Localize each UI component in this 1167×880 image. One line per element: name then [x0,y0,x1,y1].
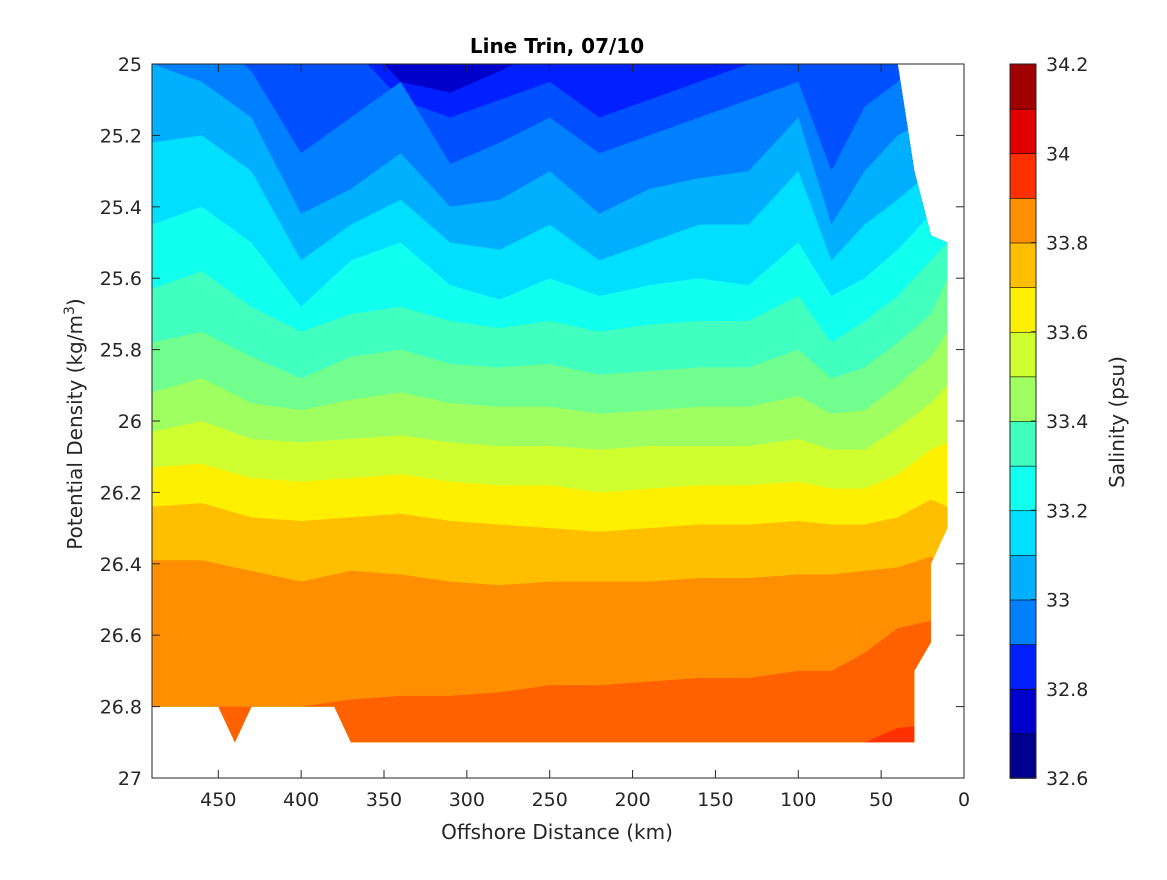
y-tick-label: 25 [118,54,142,76]
x-tick-label: 100 [780,789,816,811]
colorbar-tick-label: 33.6 [1046,322,1088,344]
colorbar-segment [1009,286,1037,333]
colorbar-tick-label: 33 [1046,590,1070,612]
colorbar-segment [1009,733,1037,779]
colorbar-segment [1009,108,1037,155]
x-axis-label: Offshore Distance (km) [441,820,673,844]
colorbar-segment [1009,242,1037,288]
colorbar-segment [1009,599,1037,645]
x-tick-label: 400 [283,789,319,811]
contour-band-34 [152,620,948,743]
colorbar-tick-label: 33.4 [1046,411,1088,433]
colorbar-segment [1009,376,1037,422]
colorbar-tick-label: 32.6 [1046,768,1088,790]
colorbar-segment [1009,197,1037,244]
colorbar-segment [1009,465,1037,512]
y-tick-label: 26.4 [100,554,142,576]
y-tick-label: 25.6 [100,268,142,290]
y-tick-label: 26 [118,411,142,433]
y-axis-label: Potential Density (kg/m3) [62,298,87,549]
y-tick-label: 25.2 [100,125,142,147]
x-tick-label: 450 [200,789,236,811]
y-tick-label: 25.4 [100,197,142,219]
x-tick-label: 250 [532,789,568,811]
colorbar-segment [1009,643,1037,690]
chart-title: Line Trin, 07/10 [470,34,644,58]
x-tick-label: 350 [366,789,402,811]
y-axis-label-suffix: ) [63,298,87,306]
colorbar-segment [1009,509,1037,556]
colorbar-segment [1009,152,1037,199]
colorbar-tick-label: 33.2 [1046,500,1088,522]
colorbar-tick-label: 32.8 [1046,679,1088,701]
x-tick-label: 50 [869,789,893,811]
y-axis-label-main: Potential Density (kg/m [63,315,87,550]
x-tick-label: 300 [449,789,485,811]
colorbar-segment [1009,688,1037,735]
y-tick-label: 27 [118,768,142,790]
colorbar-segment [1009,63,1037,110]
y-tick-label: 26.8 [100,697,142,719]
axes: 450 400 350 300 250 200 150 100 50 0 25 25.2 25.4 25.… [100,54,970,811]
y-tick-label: 26.2 [100,482,142,504]
x-tick-label: 200 [614,789,650,811]
colorbar-segment [1009,554,1037,601]
x-tick-label: 0 [958,789,970,811]
x-tick-label: 150 [697,789,733,811]
colorbar-segment [1009,420,1037,467]
y-axis-label-superscript: 3 [62,306,78,315]
colorbar-tick-label: 34 [1046,143,1070,165]
colorbar: 32.6 32.8 33 33.2 33.4 33.6 33.8 34 34.2 [1009,54,1088,790]
y-tick-label: 26.6 [100,625,142,647]
colorbar-tick-label: 34.2 [1046,54,1088,76]
y-tick-label: 25.8 [100,340,142,362]
colorbar-label: Salinity (psu) [1105,356,1129,488]
contour-fills [152,64,948,743]
colorbar-segment [1009,331,1037,378]
colorbar-tick-label: 33.8 [1046,233,1088,255]
